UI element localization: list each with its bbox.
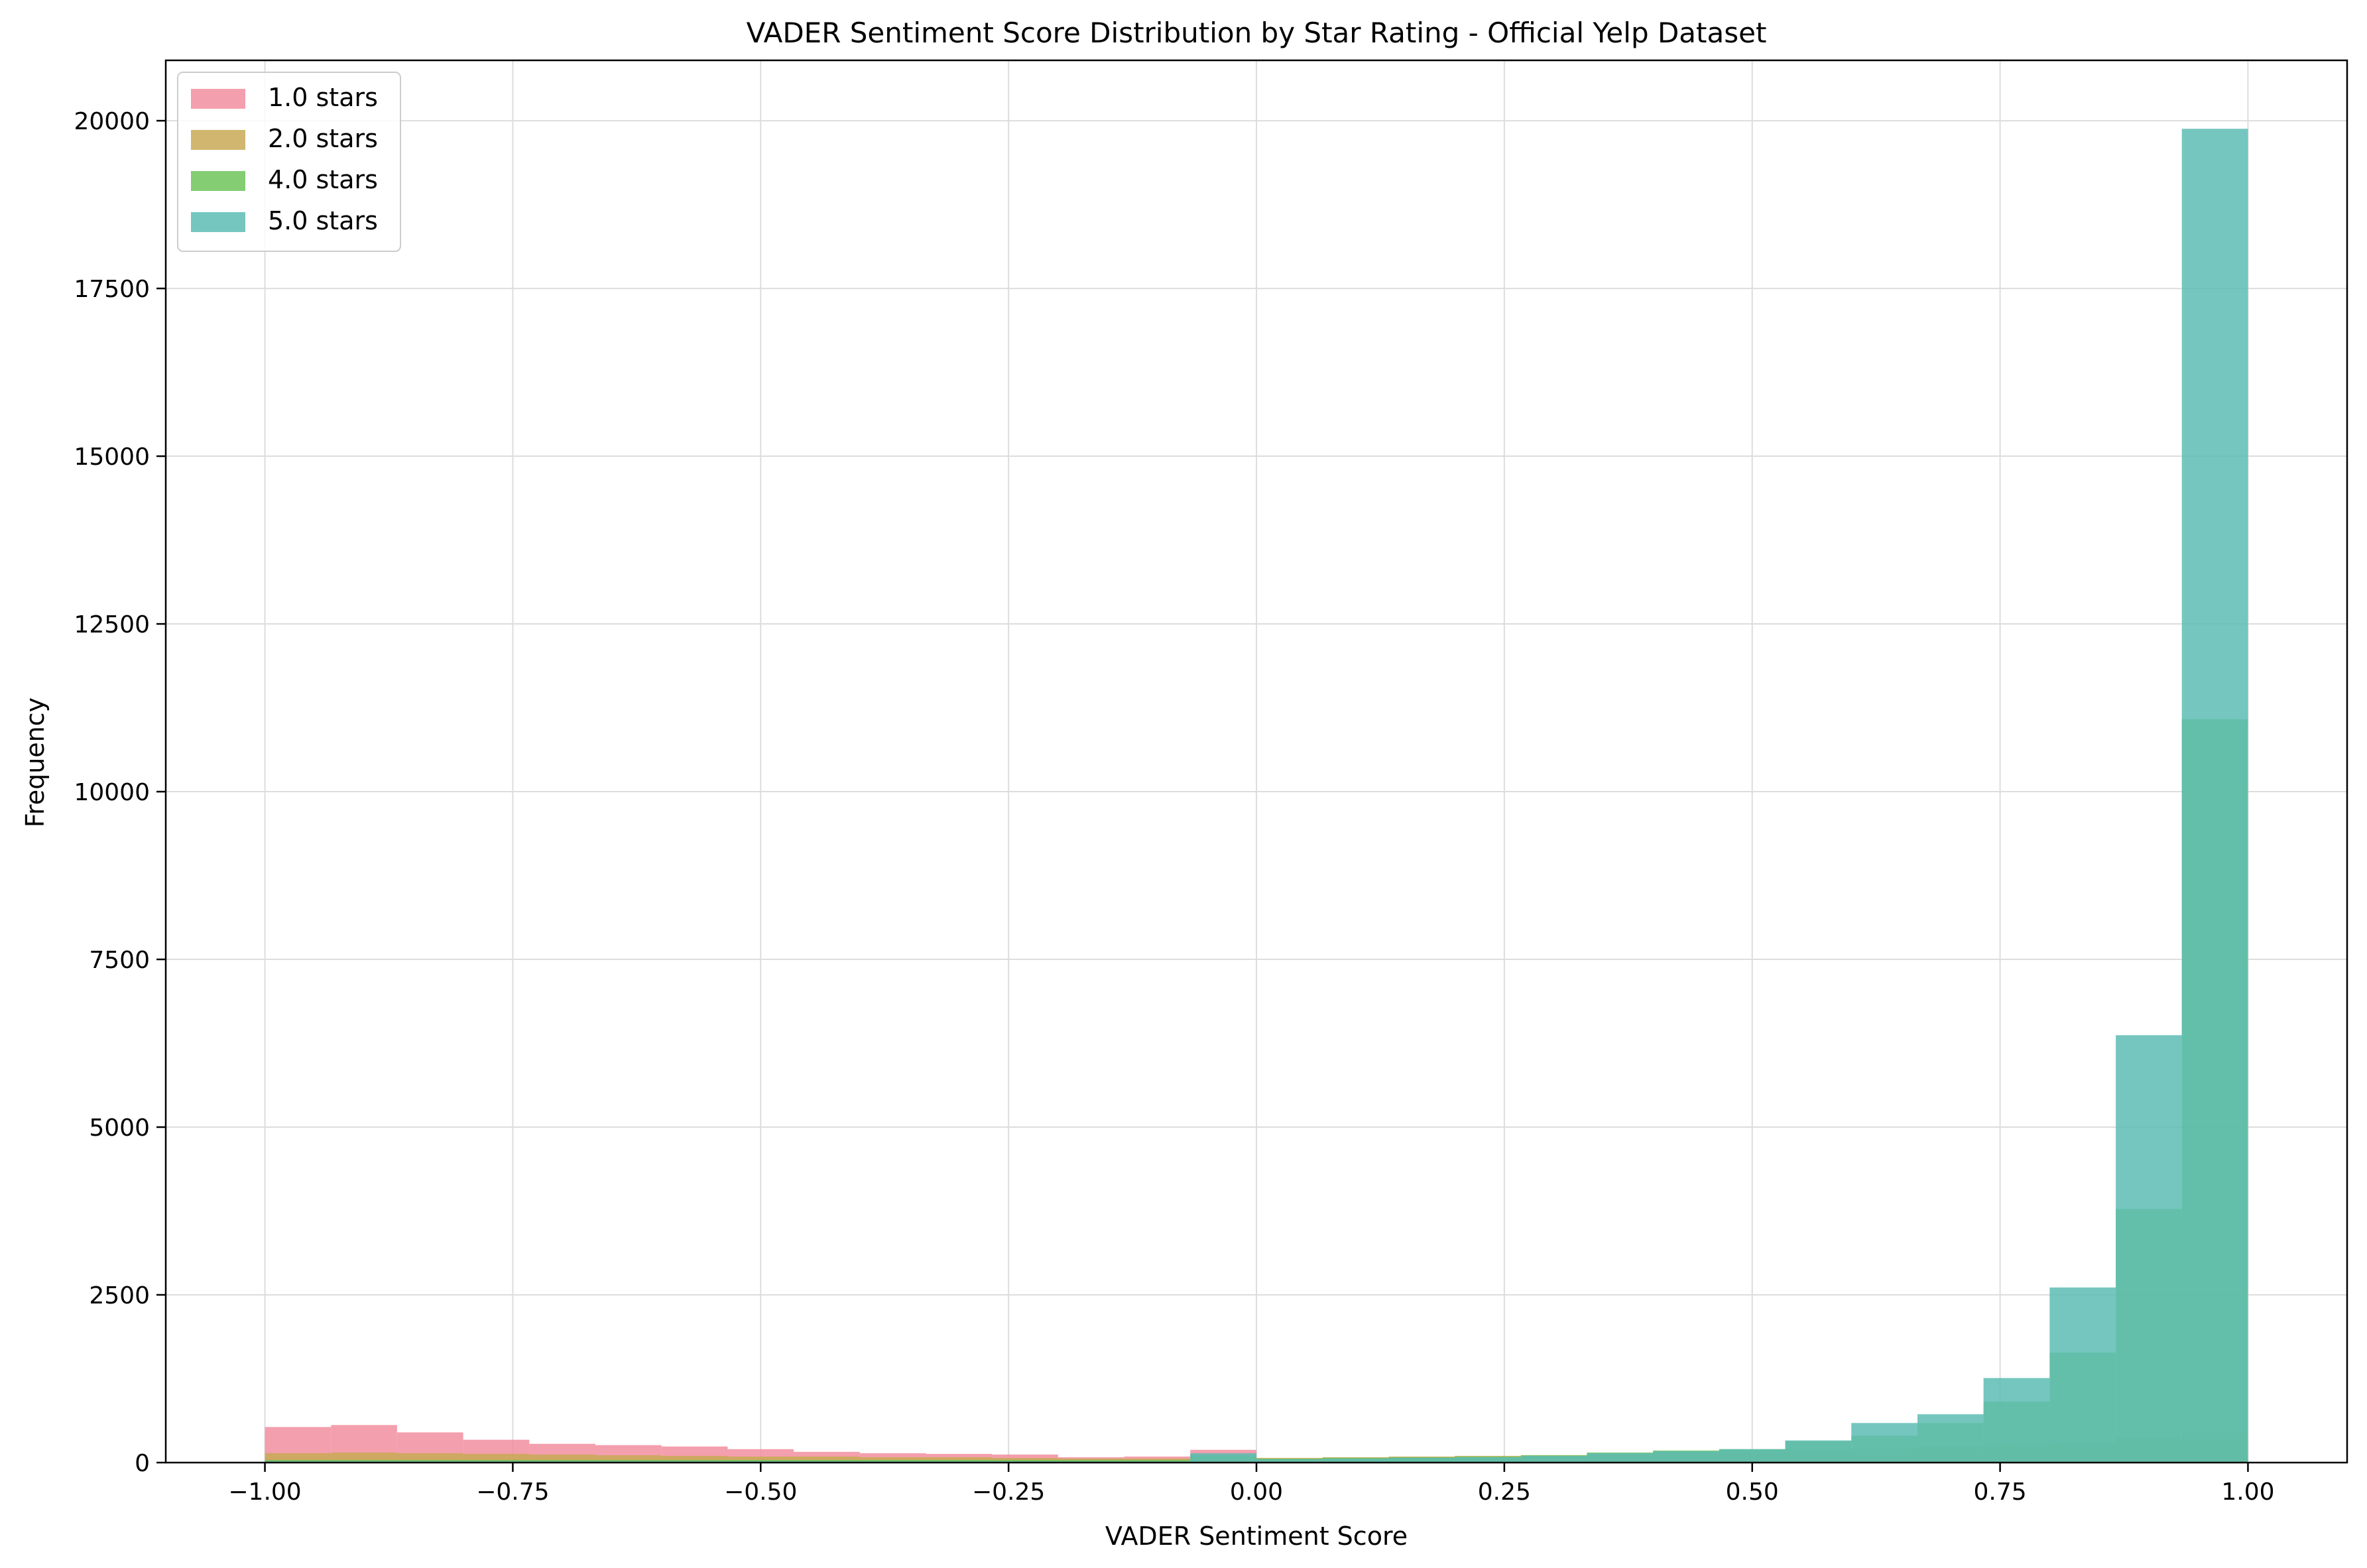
y-tick-label: 7500 xyxy=(89,947,150,974)
histogram-bar xyxy=(1917,1414,1984,1463)
histogram-bar xyxy=(2181,129,2248,1463)
x-tick-label: 0.25 xyxy=(1478,1478,1531,1506)
histogram-bar xyxy=(2116,1035,2182,1463)
x-tick-label: −0.25 xyxy=(972,1478,1045,1506)
x-tick-label: −0.75 xyxy=(476,1478,549,1506)
y-tick-label: 12500 xyxy=(74,611,150,638)
histogram-bar xyxy=(1983,1378,2050,1463)
histogram-bar xyxy=(1256,1459,1323,1463)
y-tick-label: 5000 xyxy=(89,1115,150,1142)
legend-swatch xyxy=(191,171,245,191)
y-tick-label: 10000 xyxy=(74,779,150,806)
histogram-bar xyxy=(1322,1458,1389,1463)
y-axis-label: Frequency xyxy=(21,697,50,827)
histogram-bar xyxy=(1851,1423,1918,1463)
histogram-bar xyxy=(661,1455,728,1463)
x-tick-label: 0.50 xyxy=(1726,1478,1779,1506)
legend-frame xyxy=(177,72,401,252)
histogram-bar xyxy=(1388,1457,1455,1463)
series-4 xyxy=(265,129,2248,1463)
y-tick-label: 2500 xyxy=(89,1282,150,1309)
legend-label: 2.0 stars xyxy=(268,124,378,153)
histogram-bar xyxy=(727,1456,794,1463)
legend-swatch xyxy=(191,89,245,109)
histogram-bar xyxy=(1455,1457,1521,1463)
x-tick-label: 1.00 xyxy=(2221,1478,2274,1506)
histogram-bar xyxy=(1653,1451,1719,1463)
legend-swatch xyxy=(191,130,245,150)
histogram-bar xyxy=(1719,1449,1786,1463)
histogram-bar xyxy=(794,1456,860,1463)
x-tick-label: −1.00 xyxy=(228,1478,301,1506)
y-tick-label: 0 xyxy=(135,1450,150,1477)
y-tick-label: 17500 xyxy=(74,276,150,303)
x-tick-label: 0.00 xyxy=(1230,1478,1283,1506)
x-axis-label: VADER Sentiment Score xyxy=(1105,1522,1408,1551)
x-tick-label: −0.50 xyxy=(724,1478,797,1506)
legend-label: 4.0 stars xyxy=(268,165,378,194)
histogram-bar xyxy=(1520,1455,1587,1463)
legend-label: 1.0 stars xyxy=(268,83,378,112)
histogram-bar xyxy=(2049,1287,2116,1463)
histogram-bar xyxy=(595,1455,662,1463)
legend-label: 5.0 stars xyxy=(268,206,378,235)
legend-items: 1.0 stars 2.0 stars 4.0 stars 5.0 stars xyxy=(191,83,378,235)
histogram-bar xyxy=(1785,1440,1852,1463)
chart-title: VADER Sentiment Score Distribution by St… xyxy=(747,17,1767,49)
y-axis-ticks: 0 2500 5000 7500 10000 12500 15000 17500 20000 xyxy=(74,108,166,1477)
x-axis-ticks: −1.00 −0.75 −0.50 −0.25 0.00 0.25 0.50 0.75 1.00 xyxy=(228,1463,2275,1506)
legend-swatch xyxy=(191,212,245,232)
histogram-bars xyxy=(265,129,2248,1463)
x-tick-label: 0.75 xyxy=(1974,1478,2027,1506)
histogram-bar xyxy=(1190,1453,1256,1463)
y-tick-label: 20000 xyxy=(74,108,150,135)
y-tick-label: 15000 xyxy=(74,444,150,471)
histogram-bar xyxy=(1587,1453,1654,1463)
legend: 1.0 stars 2.0 stars 4.0 stars 5.0 stars xyxy=(177,72,401,252)
